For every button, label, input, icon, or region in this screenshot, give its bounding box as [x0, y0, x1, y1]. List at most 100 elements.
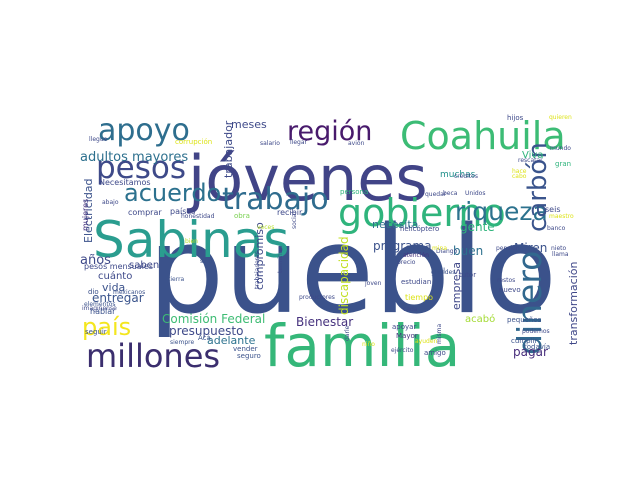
cloud-word: misma: [436, 324, 443, 344]
cloud-word: corrupción: [175, 138, 212, 146]
cloud-word: Bienestar: [296, 315, 353, 329]
cloud-word: pensión: [496, 245, 520, 252]
cloud-word: dio: [88, 288, 99, 296]
cloud-word: compromiso: [253, 222, 266, 290]
cloud-word: discapacidad: [337, 236, 351, 315]
cloud-word: obra: [234, 212, 250, 220]
cloud-word: hablar: [90, 307, 116, 316]
cloud-word: siempre: [170, 339, 194, 346]
cloud-word: transformación: [567, 261, 580, 345]
cloud-word: pagar: [513, 345, 548, 359]
cloud-word: Electricidad: [82, 178, 95, 243]
cloud-word: pueblo: [148, 202, 557, 341]
cloud-word: dinero: [510, 251, 549, 355]
cloud-word: abajo: [102, 199, 119, 206]
cloud-word: mundo: [550, 145, 571, 152]
cloud-word: años: [80, 253, 111, 268]
cloud-word: salario: [260, 140, 280, 147]
cloud-word: programa: [373, 239, 432, 253]
cloud-word: familia: [264, 312, 460, 380]
cloud-word: empresa: [450, 262, 463, 310]
cloud-word: Acá: [198, 334, 211, 342]
cloud-word: rescatar: [518, 157, 543, 164]
cloud-word: necesita: [372, 218, 418, 231]
cloud-word: meses: [231, 118, 267, 131]
cloud-word: apoyo: [98, 113, 190, 148]
cloud-word: buen: [453, 244, 483, 258]
cloud-word: veces: [257, 224, 274, 231]
cloud-word: seguro: [237, 352, 261, 360]
cloud-word: acabó: [465, 313, 495, 325]
cloud-word: hijos: [507, 114, 524, 122]
cloud-word: maestro: [549, 213, 574, 220]
cloud-word: adultos mayores: [80, 150, 188, 165]
cloud-word: helicóptero: [400, 225, 439, 233]
cloud-word: trabajador: [222, 120, 235, 178]
cloud-word: millones: [86, 337, 220, 375]
cloud-word: hace: [512, 168, 527, 175]
cloud-word: mal: [432, 267, 445, 275]
cloud-word: mina: [432, 245, 447, 252]
cloud-word: país: [82, 313, 131, 341]
cloud-word: Comisión Federal: [162, 312, 265, 326]
cloud-word: Coahuila: [400, 114, 566, 158]
cloud-word: tiempo: [405, 293, 433, 302]
cloud-word: Mayor: [396, 332, 418, 340]
cloud-word: avión: [348, 140, 365, 147]
cloud-word: gente: [460, 220, 495, 234]
cloud-word: precio: [397, 259, 416, 266]
cloud-word: todavía: [524, 343, 550, 351]
cloud-word: cabo: [512, 173, 527, 180]
cloud-word: cumplir: [511, 337, 537, 345]
cloud-word: adelante: [207, 334, 256, 347]
cloud-word: cuánto: [98, 270, 132, 282]
cloud-word: quieren: [549, 114, 572, 121]
cloud-word: amigo: [424, 349, 446, 357]
cloud-word: podemos: [522, 328, 550, 335]
cloud-word: darle: [344, 325, 351, 341]
cloud-word: jóvenes: [186, 142, 428, 215]
cloud-word: nieto: [551, 245, 567, 252]
cloud-word: tierra: [168, 276, 185, 283]
cloud-word: carbón: [523, 142, 553, 232]
cloud-word: ejército: [391, 347, 414, 354]
cloud-word: gobierno: [338, 191, 506, 235]
cloud-word: pesos mensuales: [84, 262, 153, 271]
cloud-word: estudian: [401, 278, 431, 286]
cloud-word: región: [287, 116, 372, 147]
cloud-word: llama: [552, 251, 569, 258]
cloud-word: social: [291, 212, 298, 229]
cloud-word: sólo: [200, 258, 212, 265]
cloud-word: nuevo: [499, 286, 521, 294]
cloud-word: Diango: [436, 248, 458, 255]
cloud-word: acuerdo: [124, 179, 221, 207]
cloud-word: comprar: [128, 208, 162, 217]
cloud-word: persona: [340, 188, 368, 196]
cloud-word: quedar: [425, 191, 447, 198]
cloud-word: cada: [403, 306, 418, 313]
cloud-word: Sabinas: [93, 211, 289, 269]
cloud-word: recibir: [277, 208, 303, 217]
cloud-word: niño: [362, 341, 375, 348]
cloud-word: tutor: [459, 271, 476, 279]
cloud-word: apoyar: [392, 323, 416, 331]
cloud-word: Miren: [514, 241, 547, 255]
cloud-word: Unidos: [465, 190, 485, 197]
cloud-word: pequeños: [507, 316, 542, 324]
cloud-word: gran: [555, 160, 571, 168]
cloud-word: trabajadores: [254, 251, 261, 289]
cloud-word: elementos: [84, 301, 116, 308]
cloud-word: beca: [443, 190, 458, 197]
cloud-word: Necesitamos: [99, 178, 151, 187]
cloud-word: riqueza: [455, 197, 548, 226]
cloud-word: imaginense: [82, 305, 117, 312]
cloud-word: restos: [497, 277, 515, 284]
cloud-word: entregar: [92, 291, 144, 305]
cloud-word: terminan: [277, 246, 284, 273]
cloud-word: seis: [545, 205, 560, 214]
cloud-word: pesos: [96, 150, 186, 186]
cloud-word: saben: [129, 260, 159, 271]
cloud-word: mujeres: [81, 199, 90, 231]
cloud-word: mexicanos: [113, 289, 145, 296]
